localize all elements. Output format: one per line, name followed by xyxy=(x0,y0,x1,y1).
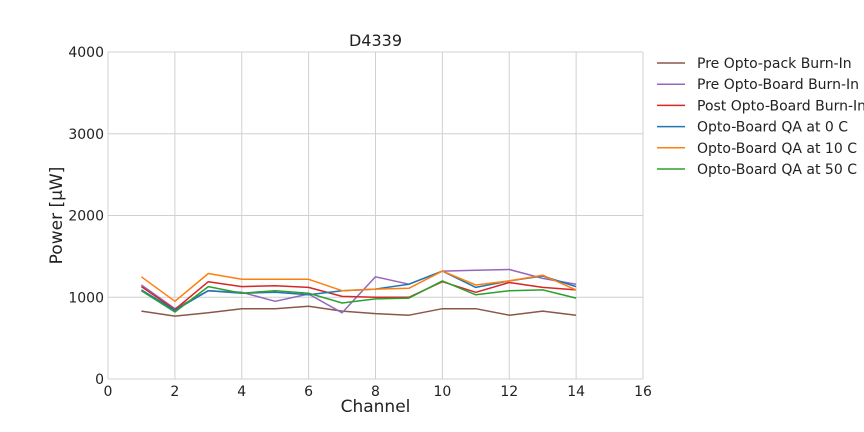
series-line-1 xyxy=(141,305,577,317)
x-tick-label: 6 xyxy=(304,384,313,400)
legend-label: Opto-Board QA at 0 C xyxy=(697,120,848,136)
x-tick-label: 4 xyxy=(237,384,246,400)
grid xyxy=(107,51,644,380)
x-tick-label: 10 xyxy=(433,384,451,400)
y-tick-label: 0 xyxy=(95,372,104,388)
x-tick-label: 8 xyxy=(371,384,380,400)
legend-label: Pre Opto-pack Burn-In xyxy=(697,56,852,72)
series-line-3 xyxy=(140,280,577,311)
chart-title: D4339 xyxy=(349,31,402,50)
y-tick-label: 1000 xyxy=(68,290,104,306)
x-tick-label: 0 xyxy=(104,384,113,400)
x-tick-labels: 0 2 4 6 8 10 12 14 16 xyxy=(104,384,652,400)
series-group xyxy=(140,268,577,317)
series-line-6 xyxy=(140,280,577,313)
y-tick-label: 3000 xyxy=(68,127,104,143)
y-tick-labels: 0 1000 2000 3000 4000 xyxy=(68,45,104,388)
legend-label: Post Opto-Board Burn-In xyxy=(697,98,864,114)
y-tick-label: 4000 xyxy=(68,45,104,61)
x-tick-label: 14 xyxy=(567,384,585,400)
series-line-5 xyxy=(140,270,577,303)
x-tick-label: 12 xyxy=(500,384,518,400)
y-axis-label: Power [μW] xyxy=(47,167,67,265)
x-tick-label: 16 xyxy=(634,384,652,400)
x-tick-label: 2 xyxy=(170,384,179,400)
legend: Pre Opto-pack Burn-In Pre Opto-Board Burn… xyxy=(657,56,864,178)
x-axis-label: Channel xyxy=(341,397,411,417)
y-tick-label: 2000 xyxy=(68,209,104,225)
legend-label: Opto-Board QA at 10 C xyxy=(697,141,857,157)
legend-label: Opto-Board QA at 50 C xyxy=(697,162,857,178)
legend-label: Pre Opto-Board Burn-In xyxy=(697,77,859,93)
